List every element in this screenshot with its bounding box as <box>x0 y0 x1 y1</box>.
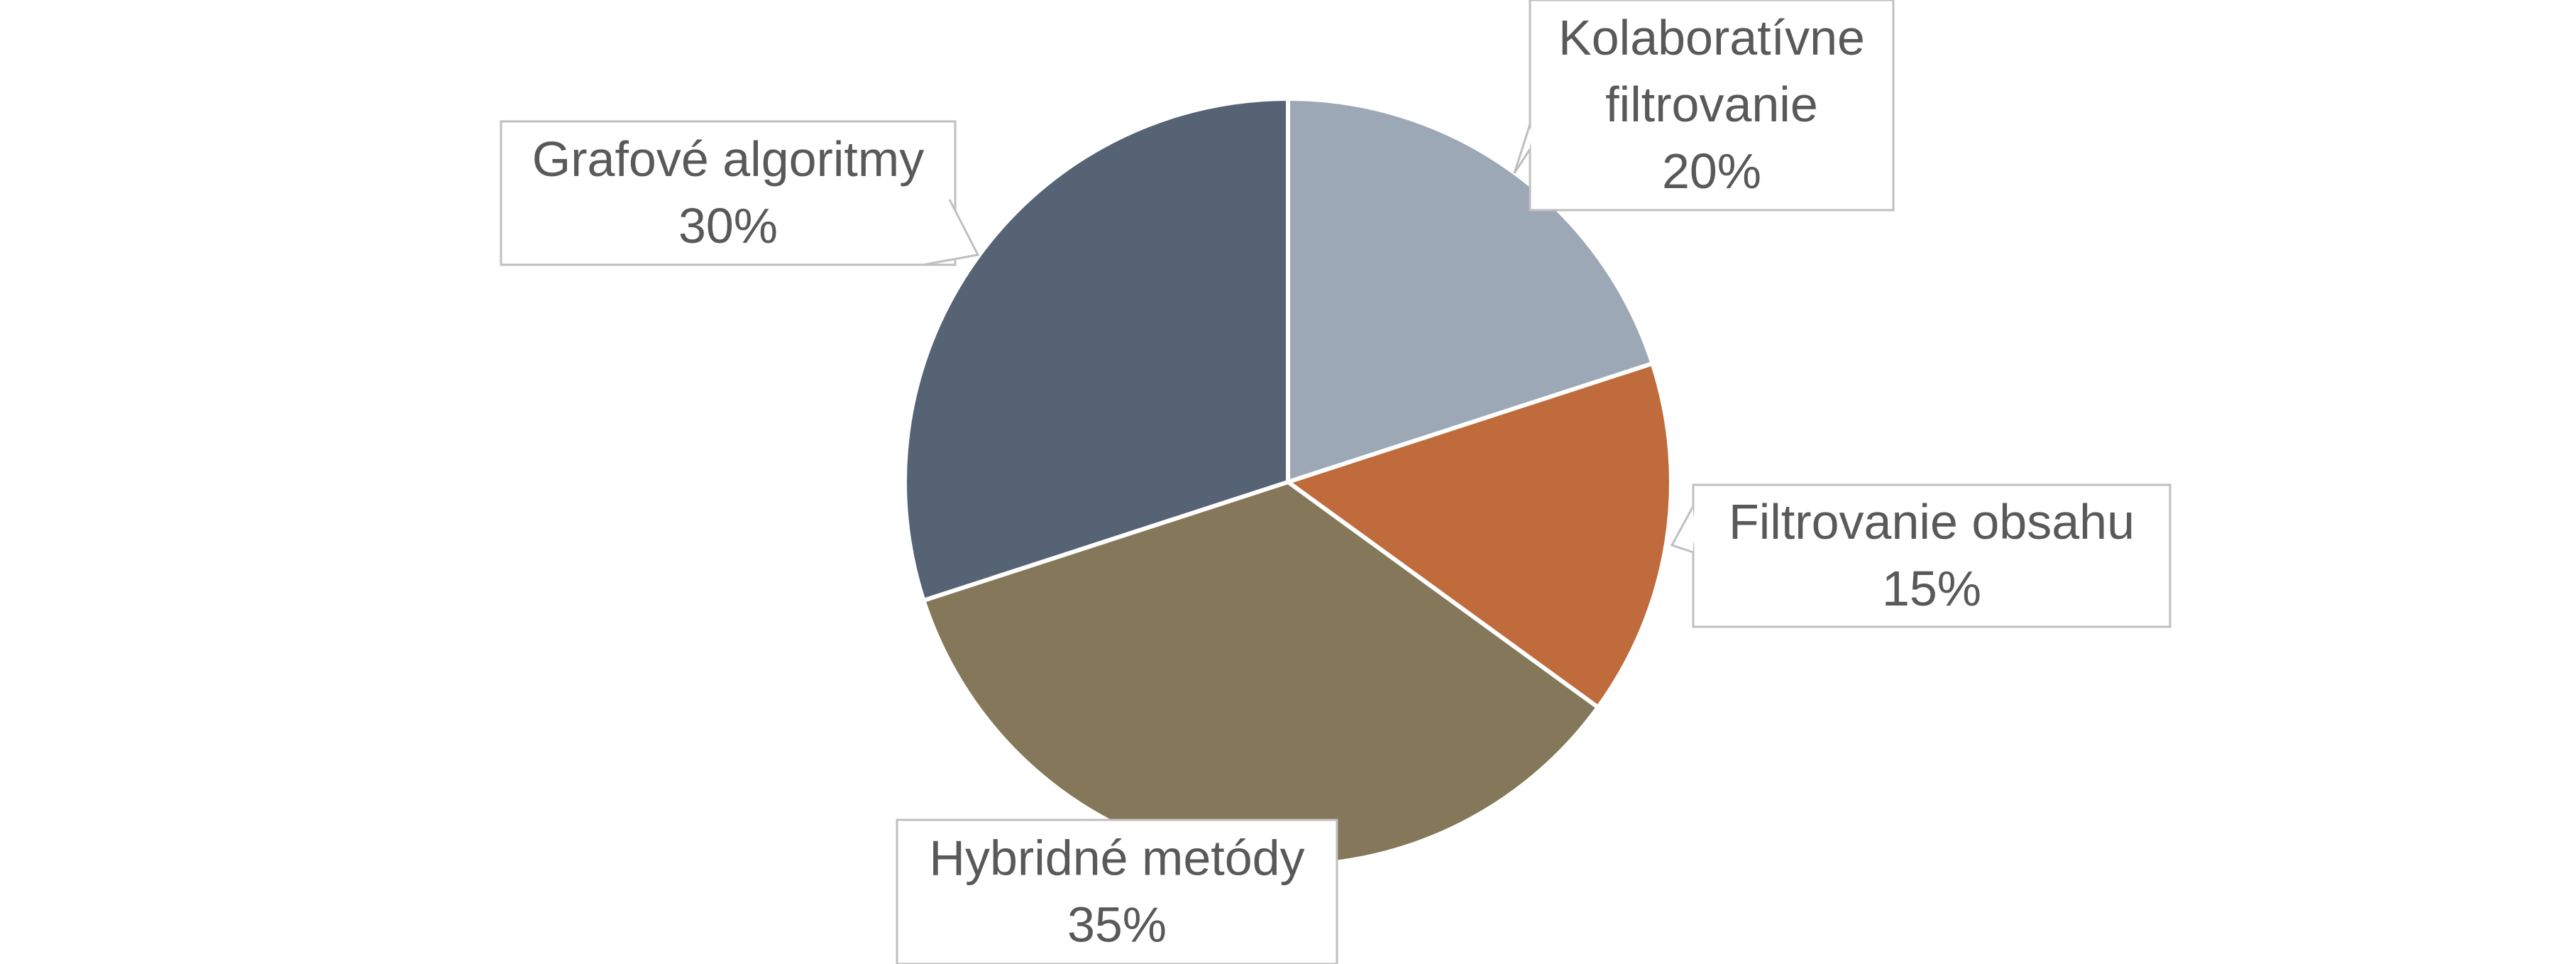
data-label-category: Kolaboratívne <box>1558 10 1865 65</box>
callout-box <box>500 120 957 266</box>
callout-pointer-joint <box>924 202 948 263</box>
callout-pointer-joint <box>1529 126 1531 148</box>
data-label-value: 35% <box>1067 897 1167 953</box>
data-label-category: Filtrovanie obsahu <box>1729 494 2135 549</box>
callout-box <box>896 818 1338 964</box>
data-label-3: Hybridné metódy 35% <box>896 818 1338 964</box>
data-label-category: Hybridné metódy <box>929 831 1304 886</box>
callout-pointer <box>1513 124 1531 174</box>
data-label-value: 15% <box>1882 561 1981 616</box>
data-label-category: Grafové algoritmy <box>532 131 924 187</box>
callout-pointer <box>1670 505 1695 554</box>
callout-box <box>1692 483 2172 628</box>
data-label-1: Kolaboratívne filtrovanie 20% <box>1513 0 1895 212</box>
data-label-value: 20% <box>1662 143 1761 199</box>
pie-slice-1 <box>1286 97 1655 484</box>
callout-box <box>1529 0 1895 212</box>
data-labels: Kolaboratívne filtrovanie 20% Filtrovanie o… <box>500 0 2172 964</box>
data-label-4: Grafové algoritmy 30% <box>500 120 980 266</box>
pie-slices <box>903 97 1673 867</box>
data-label-category: filtrovanie <box>1605 77 1818 132</box>
callout-pointer <box>923 199 980 266</box>
pie-slice-4 <box>903 97 1290 603</box>
callout-pointer-joint <box>1692 508 1695 550</box>
data-label-2: Filtrovanie obsahu 15% <box>1670 483 2172 628</box>
data-label-value: 30% <box>678 198 778 253</box>
pie-slice-2 <box>1286 361 1673 710</box>
